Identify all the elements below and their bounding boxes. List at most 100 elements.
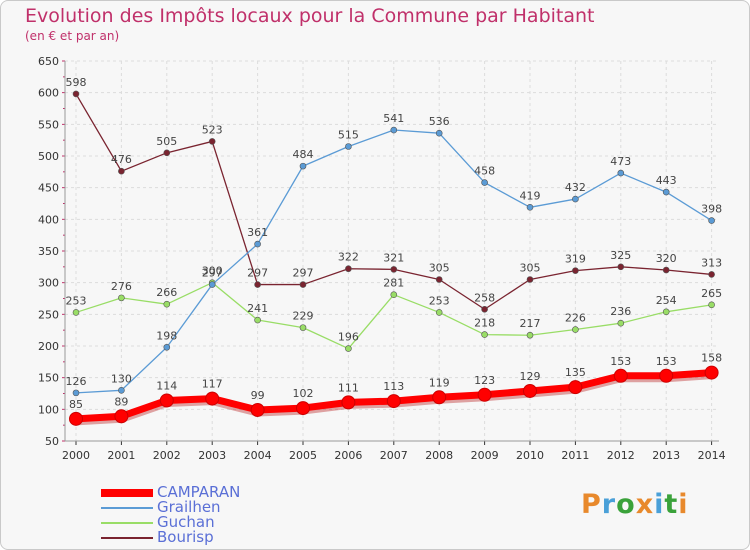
x-tick-label: 2001 xyxy=(107,449,135,462)
data-point-camparan xyxy=(613,368,628,383)
logo-letter: x xyxy=(635,489,655,520)
data-label-grailhen: 419 xyxy=(520,189,541,202)
data-point-guchan xyxy=(526,331,534,339)
data-label-grailhen: 484 xyxy=(293,148,314,161)
x-tick-label: 2008 xyxy=(425,449,453,462)
x-tick-label: 2002 xyxy=(153,449,181,462)
data-point-grailhen xyxy=(254,240,261,248)
data-label-guchan: 300 xyxy=(202,265,223,278)
data-point-bourisp xyxy=(526,276,534,283)
data-point-camparan xyxy=(568,380,583,395)
data-label-bourisp: 297 xyxy=(247,267,268,280)
logo-letter: r xyxy=(601,489,617,520)
data-point-bourisp xyxy=(617,263,625,271)
y-tick-label: 550 xyxy=(38,118,59,131)
data-point-camparan xyxy=(386,394,401,409)
x-tick-label: 2004 xyxy=(244,449,272,462)
data-point-grailhen xyxy=(481,179,488,186)
data-point-grailhen xyxy=(526,204,534,211)
data-label-camparan: 85 xyxy=(69,398,83,411)
data-point-bourisp xyxy=(390,266,398,273)
data-label-bourisp: 305 xyxy=(429,262,450,275)
data-point-bourisp xyxy=(72,90,80,98)
legend-swatch xyxy=(101,489,153,497)
x-tick-label: 2003 xyxy=(198,449,226,462)
data-point-camparan xyxy=(432,390,447,405)
data-label-bourisp: 322 xyxy=(338,251,359,264)
data-point-bourisp xyxy=(481,305,488,313)
x-tick-label: 2009 xyxy=(471,449,499,462)
legend-label: CAMPARAN xyxy=(157,483,241,501)
data-label-bourisp: 325 xyxy=(610,249,631,262)
data-label-guchan: 266 xyxy=(156,286,177,299)
data-label-guchan: 254 xyxy=(656,294,677,307)
data-point-grailhen xyxy=(345,143,352,150)
logo-letter: o xyxy=(616,489,636,520)
y-tick-label: 600 xyxy=(38,87,59,100)
data-label-guchan: 253 xyxy=(429,294,450,307)
data-label-camparan: 129 xyxy=(520,370,541,383)
data-label-grailhen: 361 xyxy=(247,226,268,239)
data-point-grailhen xyxy=(708,217,715,224)
data-label-bourisp: 320 xyxy=(656,252,677,265)
data-point-bourisp xyxy=(572,267,579,274)
series-layer xyxy=(69,90,719,426)
data-label-guchan: 253 xyxy=(66,294,87,307)
data-point-grailhen xyxy=(617,169,625,177)
data-point-camparan xyxy=(69,411,83,426)
x-tick-label: 2005 xyxy=(289,449,317,462)
logo-letter: t xyxy=(664,489,679,520)
legend-swatch xyxy=(101,537,153,539)
axes: 50 100 150 200 250 300 350 400 450 500 550 600 650 20… xyxy=(38,55,726,462)
data-point-bourisp xyxy=(208,138,216,145)
data-label-bourisp: 321 xyxy=(383,251,404,264)
data-point-camparan xyxy=(341,395,356,410)
data-label-guchan: 226 xyxy=(565,312,586,325)
data-point-bourisp xyxy=(118,167,125,175)
x-tick-label: 2000 xyxy=(62,449,90,462)
x-tick-label: 2010 xyxy=(516,449,544,462)
data-point-grailhen xyxy=(435,129,443,137)
data-point-guchan xyxy=(481,331,488,338)
data-point-guchan xyxy=(572,326,579,333)
data-point-camparan xyxy=(159,393,174,408)
data-label-camparan: 123 xyxy=(474,374,495,387)
data-label-bourisp: 319 xyxy=(565,253,586,266)
y-tick-label: 400 xyxy=(38,213,59,226)
data-point-grailhen xyxy=(390,126,398,134)
data-label-guchan: 196 xyxy=(338,331,359,344)
data-point-camparan xyxy=(523,383,537,398)
data-point-camparan xyxy=(659,368,674,383)
data-label-camparan: 89 xyxy=(114,395,128,408)
data-label-bourisp: 505 xyxy=(156,135,177,148)
y-tick-label: 100 xyxy=(38,403,59,416)
data-point-grailhen xyxy=(72,389,80,397)
data-point-guchan xyxy=(163,300,171,308)
data-point-grailhen xyxy=(118,387,125,394)
data-label-bourisp: 305 xyxy=(520,262,541,275)
y-tick-label: 50 xyxy=(45,435,59,448)
data-label-grailhen: 130 xyxy=(111,372,132,385)
data-point-guchan xyxy=(345,345,352,352)
data-label-grailhen: 536 xyxy=(429,115,450,128)
data-label-grailhen: 458 xyxy=(474,165,495,178)
x-tick-label: 2014 xyxy=(698,449,726,462)
data-label-grailhen: 297 xyxy=(202,267,223,280)
chart-title: Evolution des Impôts locaux pour la Comm… xyxy=(25,5,595,27)
data-point-grailhen xyxy=(208,281,216,288)
data-label-camparan: 102 xyxy=(293,387,314,400)
x-tick-label: 2007 xyxy=(380,449,408,462)
data-label-camparan: 158 xyxy=(701,352,722,365)
data-label-grailhen: 473 xyxy=(610,155,631,168)
data-label-camparan: 117 xyxy=(202,378,223,391)
data-point-guchan xyxy=(662,308,670,316)
data-label-bourisp: 313 xyxy=(701,256,722,269)
data-point-bourisp xyxy=(299,281,307,288)
x-tick-label: 2013 xyxy=(652,449,680,462)
data-label-bourisp: 258 xyxy=(474,291,495,304)
proxiti-logo: Proxiti xyxy=(581,489,689,520)
data-label-guchan: 218 xyxy=(474,317,495,330)
data-point-guchan xyxy=(254,316,261,324)
y-tick-label: 650 xyxy=(38,55,59,68)
data-point-bourisp xyxy=(435,276,443,283)
